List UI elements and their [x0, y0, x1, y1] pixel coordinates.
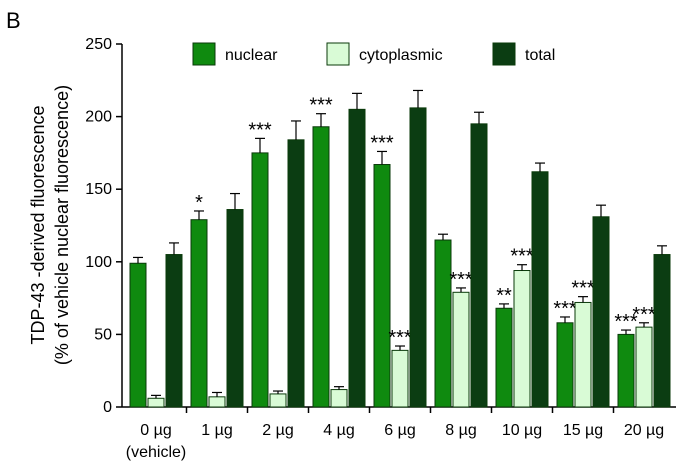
- significance-label: ***: [388, 327, 412, 349]
- x-tick-label: 8 µg: [445, 422, 476, 439]
- y-axis-label-line2: (% of vehicle nuclear fluorescence): [52, 85, 72, 365]
- bar-cytoplasmic: [208, 396, 226, 408]
- bar-cytoplasmic: [147, 397, 165, 408]
- bar-nuclear: [434, 239, 452, 408]
- bar-cytoplasmic: [452, 291, 470, 408]
- bar-cytoplasmic: [513, 270, 531, 408]
- significance-label: ***: [553, 298, 577, 320]
- bars-group: *********************************: [129, 89, 671, 408]
- bar-total: [287, 139, 305, 408]
- y-tick-label: 50: [94, 326, 112, 343]
- bar-nuclear: [312, 126, 330, 408]
- x-tick-label: 20 µg: [624, 422, 664, 439]
- bar-total: [653, 254, 671, 408]
- x-tick-label: 4 µg: [323, 422, 354, 439]
- bar-total: [409, 107, 427, 408]
- bar-nuclear: [129, 262, 147, 408]
- legend-label-total: total: [525, 47, 555, 64]
- x-tick-label: 1 µg: [201, 422, 232, 439]
- significance-label: **: [496, 285, 512, 307]
- bar-cytoplasmic: [391, 349, 409, 408]
- y-tick-label: 200: [85, 109, 112, 126]
- legend-swatch-total: [492, 42, 516, 66]
- y-axis-label-line1: TDP-43 -derived fluorescence: [28, 105, 48, 344]
- bar-nuclear: [373, 164, 391, 408]
- bar-cytoplasmic: [269, 393, 287, 408]
- y-tick-label: 0: [103, 399, 112, 416]
- x-tick-label: 2 µg: [262, 422, 293, 439]
- legend-swatch-nuclear: [192, 42, 216, 66]
- legend: nuclear cytoplasmic total: [192, 42, 555, 66]
- bar-total: [226, 209, 244, 408]
- bar-nuclear: [190, 219, 208, 408]
- bar-total: [348, 108, 366, 408]
- significance-label: ***: [510, 246, 534, 268]
- bar-nuclear: [556, 322, 574, 408]
- axes: 0 50 100 150 200 250 0 µg (vehicle) 1 µg 2 µg 4 µg…: [85, 36, 676, 461]
- significance-label: ***: [571, 278, 595, 300]
- significance-label: *: [195, 192, 203, 214]
- panel-label: B: [6, 8, 21, 33]
- y-tick-label: 100: [85, 254, 112, 271]
- bar-nuclear: [495, 307, 513, 408]
- bar-cytoplasmic: [574, 301, 592, 408]
- x-tick-label: 15 µg: [563, 422, 603, 439]
- significance-label: ***: [449, 269, 473, 291]
- bar-nuclear: [251, 152, 269, 408]
- significance-label: ***: [370, 132, 394, 154]
- significance-label: ***: [614, 311, 638, 333]
- significance-label: ***: [309, 95, 333, 117]
- bar-nuclear: [617, 333, 635, 408]
- bar-cytoplasmic: [330, 389, 348, 408]
- legend-label-cytoplasmic: cytoplasmic: [359, 47, 443, 64]
- y-tick-label: 250: [85, 36, 112, 53]
- bar-total: [165, 254, 183, 408]
- x-tick-sublabel: (vehicle): [126, 444, 186, 461]
- bar-cytoplasmic: [635, 326, 653, 408]
- bar-total: [592, 216, 610, 408]
- y-tick-label: 150: [85, 181, 112, 198]
- legend-label-nuclear: nuclear: [225, 47, 278, 64]
- x-tick-label: 0 µg: [140, 422, 171, 439]
- significance-label: ***: [632, 304, 656, 326]
- bar-total: [531, 171, 549, 408]
- significance-label: ***: [248, 119, 272, 141]
- x-tick-label: 10 µg: [502, 422, 542, 439]
- y-axis-title: TDP-43 -derived fluorescence (% of vehic…: [28, 85, 72, 365]
- x-tick-label: 6 µg: [384, 422, 415, 439]
- legend-swatch-cytoplasmic: [326, 42, 350, 66]
- bar-total: [470, 123, 488, 408]
